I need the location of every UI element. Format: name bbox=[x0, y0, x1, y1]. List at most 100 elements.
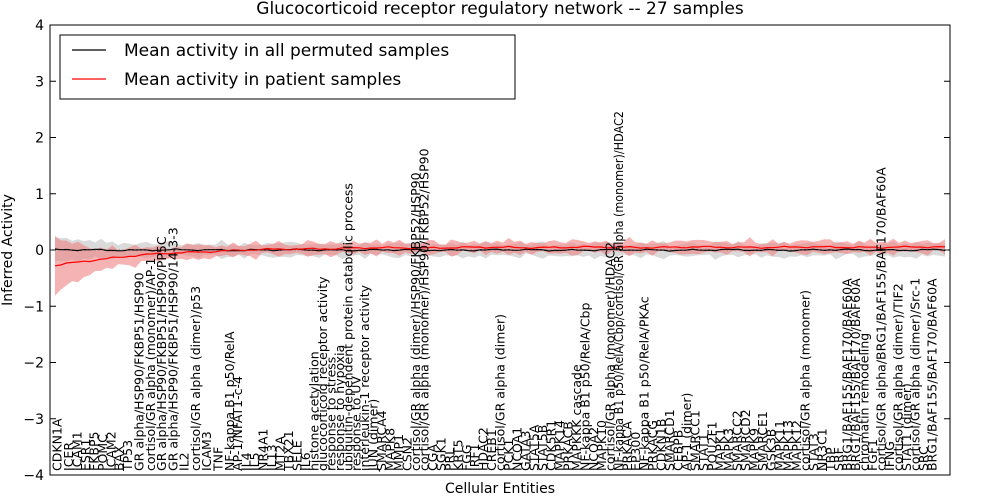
x-tick-label: response to hypoxia bbox=[332, 345, 347, 471]
x-tick-label: EP300 bbox=[628, 432, 643, 471]
x-tick-label: BRG1/BAF155/BAF170/BAF60A bbox=[924, 278, 939, 471]
x-tick-label: cortisol/GR alpha (monomer) bbox=[797, 290, 812, 471]
x-tick-label: PCK1 bbox=[501, 439, 516, 471]
y-axis: −4 −3 −2 −1 0 1 2 3 4 bbox=[23, 18, 950, 484]
x-tick-label: IL6 bbox=[298, 452, 313, 471]
y-tick-label: 0 bbox=[35, 243, 44, 259]
x-tick-label: GR alpha/HSP90/FKBP51/HSP90/14-3-3 bbox=[165, 227, 180, 471]
x-tick-label: SMARCA4 bbox=[374, 410, 389, 471]
x-tick-label: FKBP5 bbox=[86, 432, 101, 471]
x-tick-label: AP-1 (dimer) bbox=[679, 393, 694, 471]
x-tick-label: TBP bbox=[823, 447, 838, 472]
x-tick-label: MMP1 bbox=[391, 434, 406, 471]
x-tick-label: CDKN1A bbox=[50, 418, 65, 471]
x-tick-label: IFNG bbox=[882, 441, 897, 471]
x-tick-label: GR alpha/HSP90/FKBP51/HSP90 bbox=[132, 272, 147, 471]
x-tick-label: cortisol/GR alpha (monomer)/HDAC2 bbox=[603, 242, 618, 471]
x-tick-label: CGA bbox=[425, 444, 440, 471]
x-tick-label: TBX21 bbox=[281, 430, 296, 472]
x-tick-label: FGG bbox=[459, 444, 474, 471]
x-tick-label: MAPK8 bbox=[383, 428, 398, 471]
x-tick-label: PRKACA bbox=[620, 421, 635, 471]
x-tick-label: SELE bbox=[290, 440, 305, 471]
x-tick-label: CDKN1B bbox=[654, 419, 669, 471]
legend-box bbox=[59, 34, 516, 100]
x-tick-label: POMC bbox=[95, 434, 110, 471]
legend-label-patient: Mean activity in patient samples bbox=[124, 70, 401, 90]
y-tick-label: −2 bbox=[23, 356, 44, 372]
x-tick-label: MT2A bbox=[273, 436, 288, 471]
x-tick-label: STAT5B bbox=[535, 425, 550, 471]
x-tick-label: CREB1 bbox=[484, 429, 499, 471]
x-tick-label: ICAM1 bbox=[69, 431, 84, 471]
x-tick-label: SMARCE1 bbox=[755, 411, 770, 471]
x-tick-label: POU2F1 bbox=[704, 421, 719, 471]
x-tick-label: chromatin remodeling bbox=[857, 333, 872, 471]
x-tick-label: cortisol/GR alpha/BRG1/BAF155/BAF170/BAF… bbox=[874, 167, 889, 471]
x-tick-label: NF-kappa B1 p50/RelA bbox=[222, 331, 237, 471]
x-tick-label: cortisol/GR alpha (dimer)/TIF2 bbox=[891, 283, 906, 471]
x-tick-labels: CDKN1AICERICAM1ESR1FKBP5POMCICAM2BAXTP53… bbox=[50, 111, 940, 472]
x-tick-label: CSN2 bbox=[400, 437, 415, 471]
x-tick-label: BRG1/BAF155/BAF170/BAF60A bbox=[848, 278, 863, 471]
legend: Mean activity in all permuted samples Me… bbox=[59, 34, 516, 100]
x-tick-label: NF-kappa B1 p50/RelA/PKAc bbox=[637, 296, 652, 471]
x-tick-label: ubiquitin-dependent protein catabolic pr… bbox=[340, 183, 355, 471]
plot-frame bbox=[49, 24, 951, 476]
x-tick-label: response to stress bbox=[323, 357, 338, 471]
x-tick-label: PRKACB bbox=[560, 421, 575, 471]
x-tick-label: TP53 bbox=[120, 440, 135, 472]
x-tick-label: PRKACG bbox=[645, 420, 660, 471]
x-tick-label: ESR1 bbox=[78, 439, 93, 471]
x-tick-label: SMARCD2 bbox=[738, 409, 753, 471]
x-tick-label: GSK3B bbox=[764, 429, 779, 471]
y-tick-label: 3 bbox=[35, 74, 44, 90]
x-tick-label: BRG1/BAF155/BAF170/BAF60A bbox=[840, 278, 855, 471]
patient-mean-line bbox=[54, 245, 946, 267]
x-tick-label: GATA3 bbox=[518, 431, 533, 471]
x-tick-label: SGK1 bbox=[433, 437, 448, 471]
x-tick-label: TNF bbox=[211, 447, 226, 472]
x-tick-label: AP-1/NFAT1-c-4 bbox=[230, 376, 245, 471]
x-tick-label: MAPKKK cascade bbox=[569, 364, 584, 471]
x-tick-label: response to UV bbox=[349, 376, 364, 471]
x-tick-label: CDK5R1 bbox=[543, 420, 558, 471]
x-tick-label: KRT5 bbox=[450, 439, 465, 471]
x-tick-label: NF-kappa B1 p50/RelA/Cbp bbox=[577, 303, 592, 471]
x-tick-label: CEBPB bbox=[670, 430, 685, 471]
x-tick-label: MAPK13 bbox=[781, 420, 796, 471]
y-tick-label: 4 bbox=[35, 18, 44, 34]
x-axis-label: Cellular Entities bbox=[445, 481, 555, 497]
x-tick-label: NCOA1 bbox=[510, 427, 525, 471]
x-tick-label: IL2 bbox=[177, 452, 192, 471]
y-tick-label: 2 bbox=[35, 131, 44, 147]
x-tick-label: MAPK9 bbox=[747, 428, 762, 471]
x-tick-label: glucocorticoid receptor activity bbox=[315, 276, 330, 471]
x-tick-label: BAX bbox=[112, 445, 127, 471]
x-tick-label: JUN (dimer) bbox=[366, 399, 381, 472]
x-tick-label: MAPK1 bbox=[713, 428, 728, 471]
x-tick-label: ICAM2 bbox=[103, 431, 118, 471]
x-tick-label: ICAM3 bbox=[199, 431, 214, 471]
x-tick-label: NF-kappa B1 p50/RelA/Cbp/cortisol/GR alp… bbox=[611, 111, 626, 471]
x-tick-label: STAT1 bbox=[696, 433, 711, 471]
x-tick-label: cortisol/GR alpha (dimer)/HSP90/FKBP52/H… bbox=[408, 172, 423, 471]
legend-label-permuted: Mean activity in all permuted samples bbox=[124, 41, 449, 61]
x-tick-label: SMARCC1 bbox=[687, 410, 702, 471]
x-tick-label: SRF bbox=[831, 447, 846, 471]
x-tick-label: NR3C1 bbox=[814, 428, 829, 471]
x-tick-label: histone acetylation bbox=[306, 351, 321, 471]
y-tick-label: −1 bbox=[23, 299, 44, 315]
x-tick-label: MAPK10 bbox=[594, 420, 609, 471]
x-tick-label: cortisol/GR alpha (monomer)/HSP90/FKBP52… bbox=[417, 148, 432, 471]
x-tick-label: cortisol/GR alpha (dimer)/Src-1 bbox=[907, 278, 922, 471]
x-tick-label: GR alpha/HSP90/FKBP51/HSP90/PP5C bbox=[154, 236, 169, 471]
x-tick-label: ICER bbox=[61, 442, 76, 471]
x-tick-label: STAT1 (dimer) bbox=[899, 383, 914, 471]
x-tick-label: HDAC2 bbox=[476, 427, 491, 471]
y-tick-label: −3 bbox=[23, 412, 44, 428]
x-tick-label: cortisol/GR alpha (dimer) bbox=[493, 314, 508, 471]
x-tick-label: SMARCC2 bbox=[730, 410, 745, 471]
x-tick-label: NCOA2 bbox=[586, 427, 601, 471]
